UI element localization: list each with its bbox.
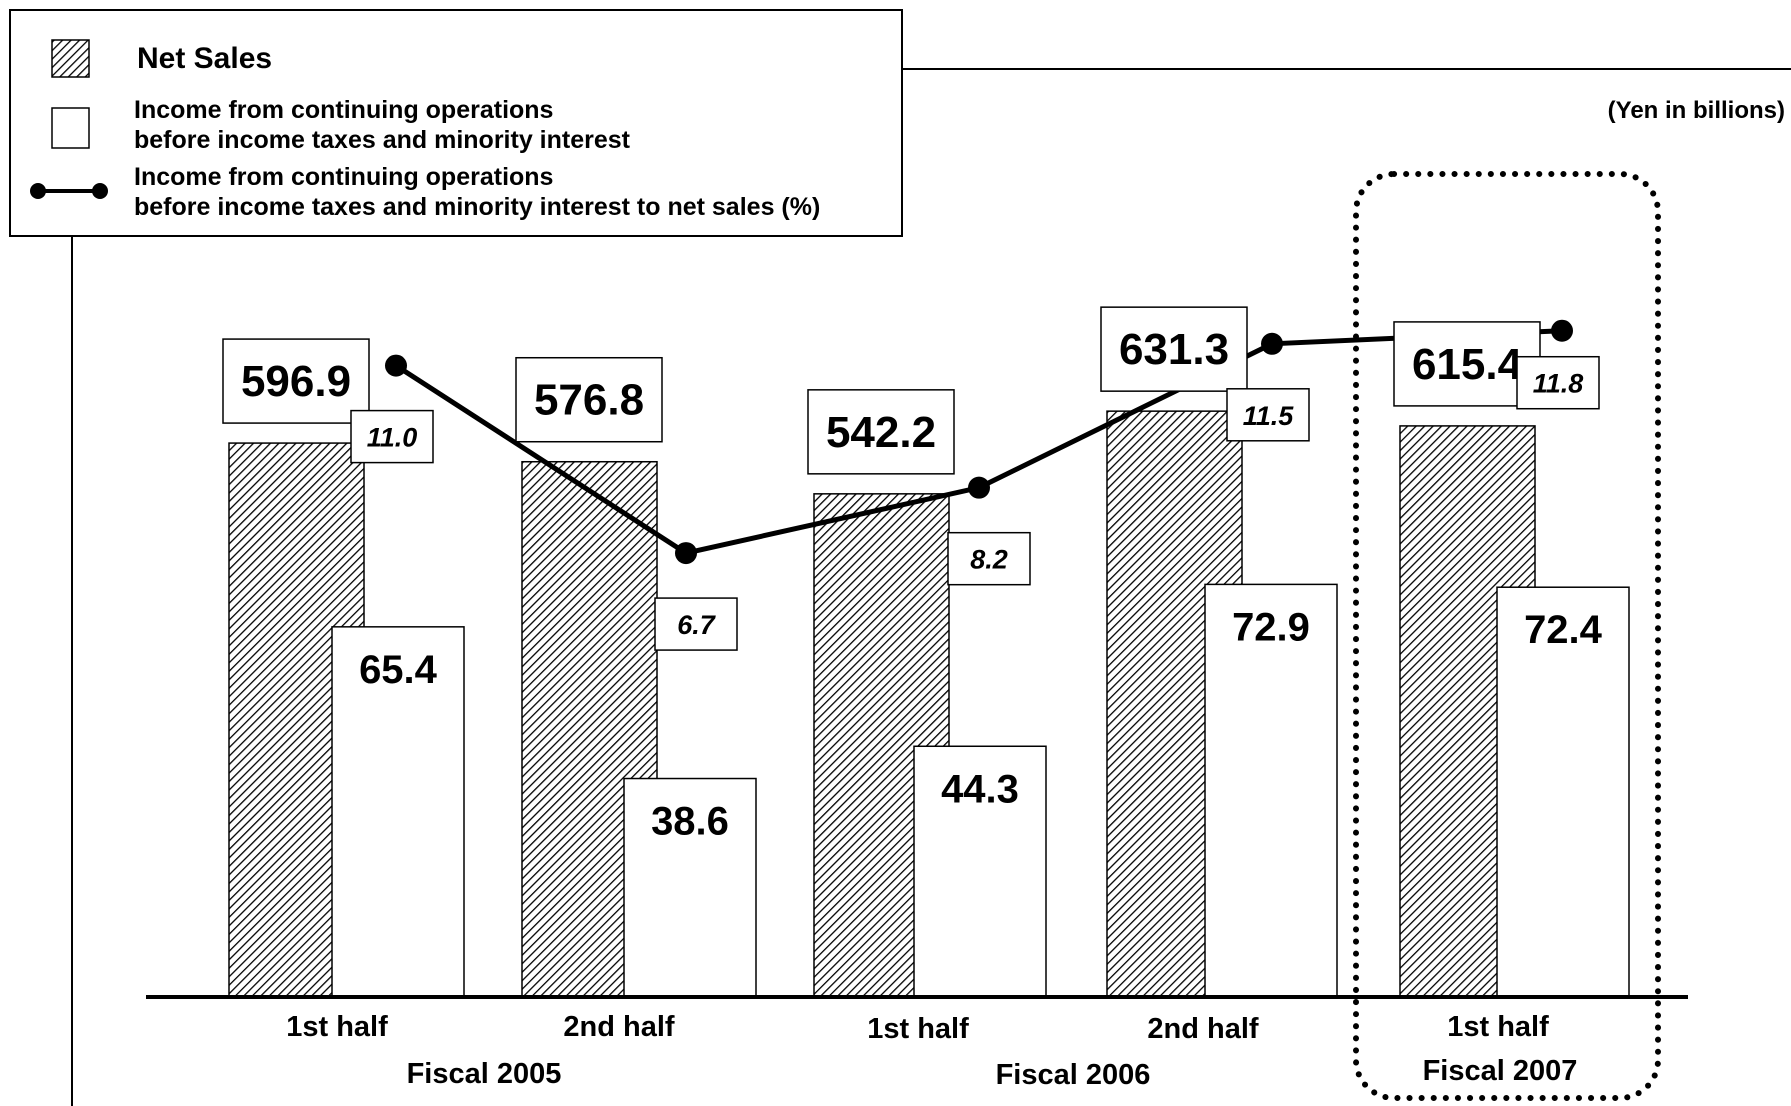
legend-label-ratio-line1: Income from continuing operations [134, 163, 553, 191]
net-sales-value-box [222, 338, 370, 424]
bars-layer [228, 410, 1630, 998]
x-group-label: Fiscal 2006 [996, 1059, 1151, 1091]
income-value-label: 72.4 [1524, 608, 1603, 652]
net-sales-value-label: 631.3 [1119, 325, 1229, 374]
net-sales-value-box [1393, 321, 1541, 407]
ratio-value-label: 8.2 [970, 545, 1008, 575]
ratio-value-label: 11.8 [1533, 369, 1584, 399]
legend-label-income-line1: Income from continuing operations [134, 96, 553, 124]
x-group-label: Fiscal 2007 [1423, 1055, 1578, 1087]
income-value-label: 44.3 [941, 767, 1019, 811]
legend: Net Sales Income from continuing operati… [9, 9, 903, 237]
income-bar [1496, 586, 1630, 998]
ratio-value-box [350, 409, 434, 464]
ratio-point [968, 476, 990, 499]
net-sales-value-box [807, 389, 955, 475]
labels-layer: 596.9 576.8 542.2 631.3 615.4 65.4 38.6 44.3 72.… [222, 306, 1603, 844]
ratio-value-label: 11.0 [367, 423, 418, 453]
ratio-value-box [1516, 355, 1600, 410]
x-tick-label: 1st half [867, 1013, 969, 1045]
income-value-label: 38.6 [651, 800, 729, 844]
net-sales-value-label: 615.4 [1412, 340, 1523, 389]
line-layer [385, 319, 1573, 565]
ratio-point [1551, 319, 1573, 342]
ticks-layer: 1st half 2nd half 1st half 2nd half 1st half… [286, 1011, 1577, 1091]
legend-label-net-sales: Net Sales [137, 42, 272, 75]
income-value-label: 72.9 [1232, 605, 1310, 649]
legend-swatch-income [51, 107, 90, 149]
legend-box [9, 9, 903, 237]
legend-swatch-ratio-dot-right [92, 183, 108, 199]
unit-note: (Yen in billions) [1608, 97, 1785, 124]
legend-swatch-net-sales [51, 39, 90, 78]
ratio-value-label: 6.7 [677, 610, 717, 640]
net-sales-value-label: 576.8 [534, 376, 644, 425]
ratio-value-box [654, 597, 738, 651]
income-bar [913, 745, 1047, 998]
net-sales-value-box [515, 356, 663, 443]
ratio-value-box [947, 531, 1031, 586]
income-bar [623, 777, 757, 998]
ratio-point [675, 542, 697, 565]
legend-swatch-ratio-dot-left [30, 183, 46, 199]
x-tick-label: 1st half [286, 1011, 388, 1043]
fiscal-2007-highlight-box [1353, 171, 1661, 1101]
net-sales-value-label: 596.9 [241, 357, 351, 406]
x-group-label: Fiscal 2005 [407, 1058, 562, 1090]
income-bar [331, 626, 465, 998]
x-tick-label: 2nd half [563, 1011, 675, 1043]
legend-label-ratio-line2: before income taxes and minority interes… [134, 193, 820, 221]
ratio-point [1261, 332, 1283, 355]
ratio-value-box [1226, 388, 1310, 442]
ratio-point [385, 354, 407, 377]
x-tick-label: 1st half [1447, 1011, 1549, 1043]
income-value-label: 65.4 [359, 648, 438, 692]
net-sales-value-box [1100, 306, 1248, 392]
legend-label-income-line2: before income taxes and minority interes… [134, 126, 631, 154]
ratio-value-label: 11.5 [1243, 401, 1295, 431]
x-tick-label: 2nd half [1147, 1013, 1259, 1045]
net-sales-value-label: 542.2 [826, 408, 936, 457]
